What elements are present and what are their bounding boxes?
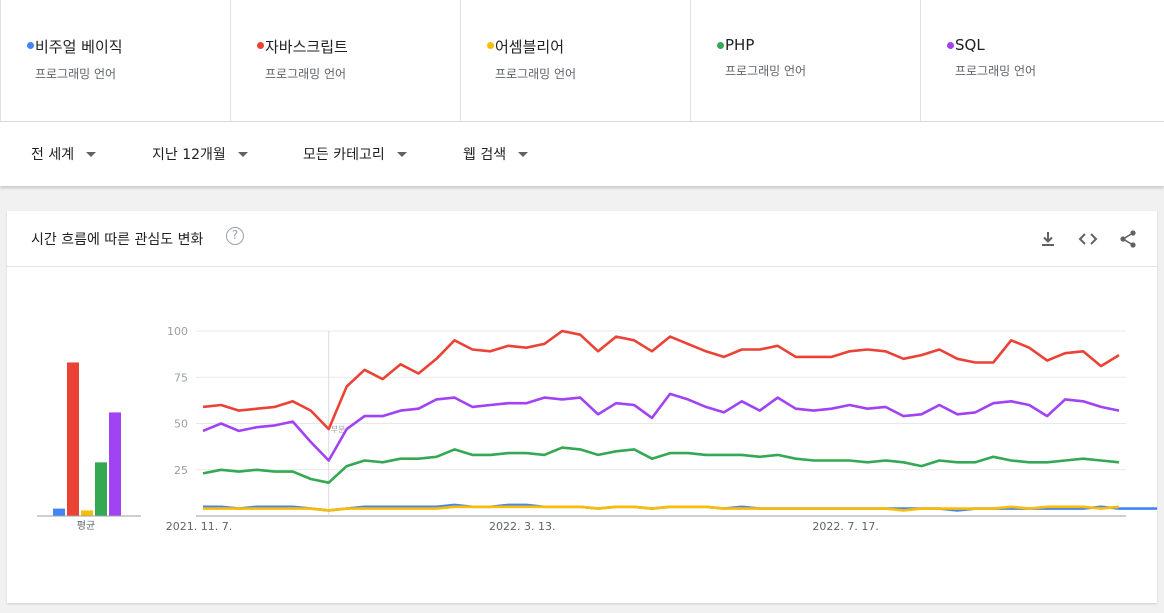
- y-tick-label: 75: [174, 371, 188, 384]
- interest-chart: 100 75 50 25 2021. 11. 7. 2022. 3. 13. 2022. 7…: [37, 325, 1157, 533]
- caret-down-icon: [518, 151, 529, 157]
- card-header: 시간 흐름에 따른 관심도 변화 ?: [7, 211, 1157, 267]
- series-line-4: [202, 446, 1120, 484]
- term-name: PHP: [725, 36, 755, 54]
- x-tick-label: 2022. 7. 17.: [812, 520, 878, 533]
- series-color-dot: [257, 42, 264, 49]
- help-circle-icon[interactable]: ?: [226, 227, 244, 245]
- category-filter-label: 모든 카테고리: [303, 147, 385, 163]
- term-category: 프로그래밍 언어: [35, 67, 117, 81]
- interest-over-time-card: 시간 흐름에 따른 관심도 변화 ? 100 75 50 25 2021. 11. 7.…: [7, 211, 1157, 603]
- y-tick-label: 50: [174, 418, 188, 431]
- term-name: 비주얼 베이직: [35, 38, 123, 56]
- term-category: 프로그래밍 언어: [265, 67, 347, 81]
- y-tick-label: 25: [174, 464, 188, 477]
- average-bar: [81, 510, 93, 516]
- share-icon[interactable]: [1118, 229, 1138, 249]
- caret-down-icon: [396, 151, 407, 157]
- term-4[interactable]: PHP 프로그래밍 언어: [690, 0, 920, 121]
- period-filter[interactable]: 지난 12개월: [152, 144, 248, 164]
- average-label: 평균: [77, 520, 95, 532]
- series-color-dot: [947, 42, 954, 49]
- x-tick-label: 2021. 11. 7.: [166, 520, 232, 533]
- series-line-2: [202, 329, 1120, 431]
- y-tick-label: 100: [167, 325, 188, 338]
- code-icon[interactable]: [1078, 229, 1098, 249]
- comparison-terms-bar: 비주얼 베이직 프로그래밍 언어 자바스크립트 프로그래밍 언어 어셈블리어 프로그래밍 …: [0, 0, 1164, 122]
- term-name: SQL: [955, 36, 985, 54]
- series-line-3: [203, 505, 1120, 512]
- series-color-dot: [27, 42, 34, 49]
- x-tick-label: 2022. 3. 13.: [489, 520, 555, 533]
- filters-bar: 전 세계 지난 12개월 모든 카테고리 웹 검색: [0, 122, 1164, 186]
- caret-down-icon: [86, 151, 97, 157]
- series-line-5: [202, 392, 1120, 462]
- series-color-dot: [717, 42, 724, 49]
- search-type-filter-label: 웹 검색: [463, 147, 507, 163]
- download-icon[interactable]: [1038, 229, 1058, 249]
- series-color-dot: [487, 42, 494, 49]
- term-name: 자바스크립트: [265, 38, 348, 56]
- region-filter-label: 전 세계: [31, 147, 75, 163]
- search-type-filter[interactable]: 웹 검색: [463, 144, 529, 164]
- card-title: 시간 흐름에 따른 관심도 변화: [31, 232, 204, 248]
- term-category: 프로그래밍 언어: [495, 67, 577, 81]
- caret-down-icon: [237, 151, 248, 157]
- partial-data-note: 부분: [331, 425, 346, 434]
- period-filter-label: 지난 12개월: [152, 147, 226, 163]
- average-bar: [67, 362, 79, 516]
- term-category: 프로그래밍 언어: [955, 64, 1037, 78]
- term-category: 프로그래밍 언어: [725, 64, 807, 78]
- region-filter[interactable]: 전 세계: [31, 144, 97, 164]
- term-5[interactable]: SQL 프로그래밍 언어: [920, 0, 1150, 121]
- category-filter[interactable]: 모든 카테고리: [303, 144, 407, 164]
- average-bar: [53, 508, 65, 516]
- average-bar: [109, 412, 121, 516]
- term-name: 어셈블리어: [495, 38, 565, 56]
- average-bar: [95, 462, 107, 516]
